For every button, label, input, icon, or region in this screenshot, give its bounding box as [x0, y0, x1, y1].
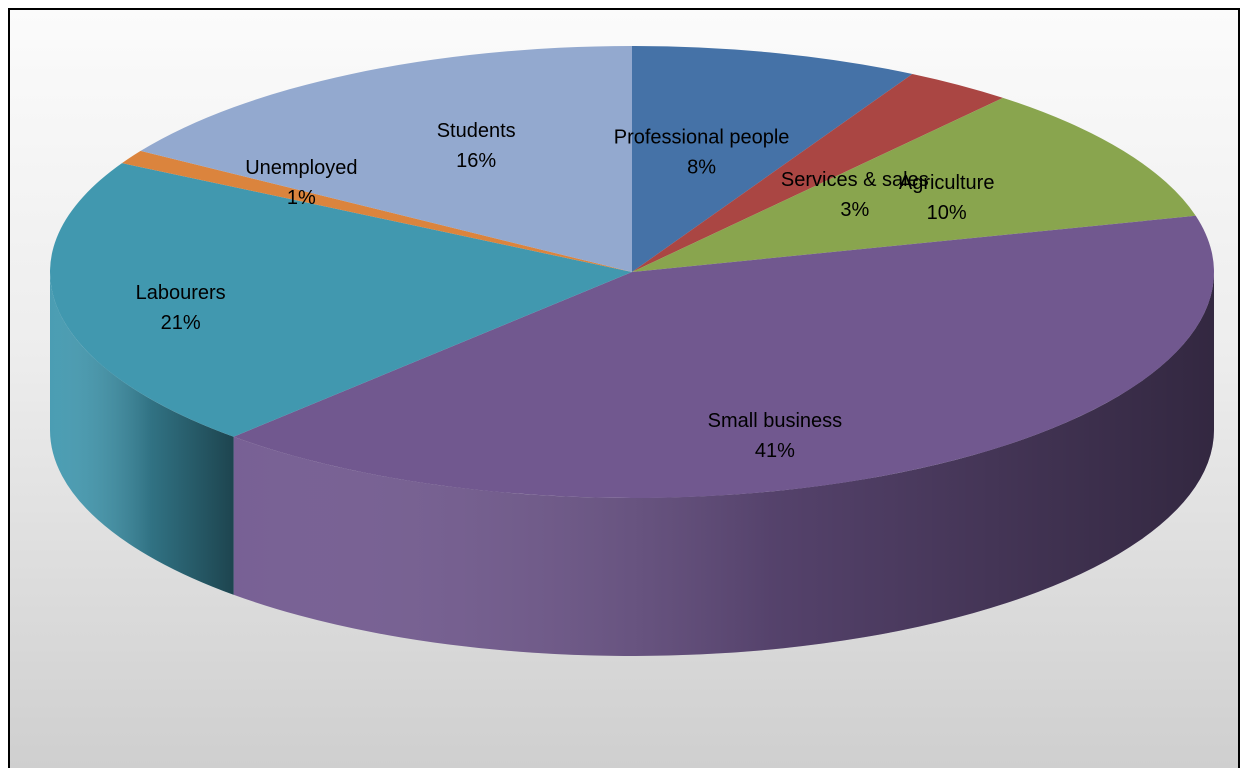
- pie-slice-small-business: [233, 215, 1215, 499]
- slice-value-students: 16%: [456, 150, 496, 172]
- slice-value-agriculture: 10%: [927, 202, 967, 224]
- pie-slice-professional-people: [632, 46, 913, 272]
- pie-chart: Professional people 8% Services & sales 3% A…: [49, 45, 1215, 656]
- slice-label-small-business: Small business: [708, 410, 843, 432]
- pie-slice-unemployed: [121, 150, 633, 272]
- slice-value-unemployed: 1%: [287, 187, 316, 209]
- slice-value-professional-people: 8%: [687, 157, 716, 179]
- pie-slice-agriculture: [632, 97, 1196, 272]
- pie-slice-services-and-sales: [632, 73, 1003, 273]
- slice-label-students: Students: [437, 120, 516, 142]
- pie-side-shade-small-business: [233, 272, 1215, 656]
- slice-label-services-and-sales: Services & sales: [781, 169, 929, 191]
- slice-label-unemployed: Unemployed: [245, 157, 357, 179]
- slice-value-services-and-sales: 3%: [840, 199, 869, 221]
- pie-side-shade-labourers: [50, 272, 234, 595]
- slice-label-professional-people: Professional people: [614, 127, 790, 149]
- slice-value-small-business: 41%: [755, 440, 795, 462]
- slice-value-labourers: 21%: [161, 312, 201, 334]
- pie-slice-labourers: [49, 163, 632, 437]
- slice-label-labourers: Labourers: [136, 282, 226, 304]
- pie-slice-students: [140, 45, 633, 273]
- slice-label-agriculture: Agriculture: [899, 172, 995, 194]
- chart-frame: Professional people 8% Services & sales 3% A…: [8, 8, 1240, 768]
